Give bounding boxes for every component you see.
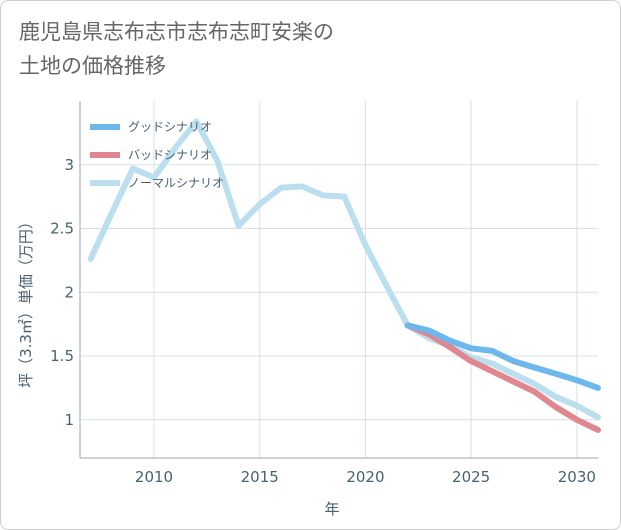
y-tick-label: 3 [64, 156, 74, 174]
legend-label: バッドシナリオ [128, 148, 212, 162]
x-tick-label: 2010 [135, 468, 173, 486]
series-line-0 [404, 322, 601, 391]
y-tick-label: 2.5 [50, 220, 74, 238]
legend-label: グッドシナリオ [128, 120, 212, 134]
x-tick-labels: 2010 2015 2020 2025 2030 [135, 468, 596, 486]
chart-grid [80, 101, 598, 458]
chart-axes [79, 101, 598, 459]
x-tick-label: 2030 [558, 468, 596, 486]
y-tick-label: 1.5 [50, 347, 74, 365]
y-axis-title: 坪（3.3㎡）単価（万円） [17, 214, 35, 388]
y-tick-label: 1 [64, 411, 74, 429]
chart-title: 鹿児島県志布志市志布志町安楽の 土地の価格推移 [19, 15, 334, 83]
x-tick-label: 2020 [346, 468, 384, 486]
series-lines [87, 118, 601, 433]
legend-label: ノーマルシナリオ [128, 176, 224, 190]
y-tick-labels: 1 1.5 2 2.5 3 [50, 156, 74, 429]
series-line-1 [404, 322, 601, 433]
x-tick-label: 2015 [241, 468, 279, 486]
x-axis-title: 年 [324, 500, 339, 518]
series-line-2 [87, 118, 601, 421]
chart-title-line-1: 鹿児島県志布志市志布志町安楽の [19, 20, 334, 44]
chart-title-line-2: 土地の価格推移 [19, 54, 166, 78]
x-tick-label: 2025 [452, 468, 490, 486]
y-tick-label: 2 [64, 283, 74, 301]
